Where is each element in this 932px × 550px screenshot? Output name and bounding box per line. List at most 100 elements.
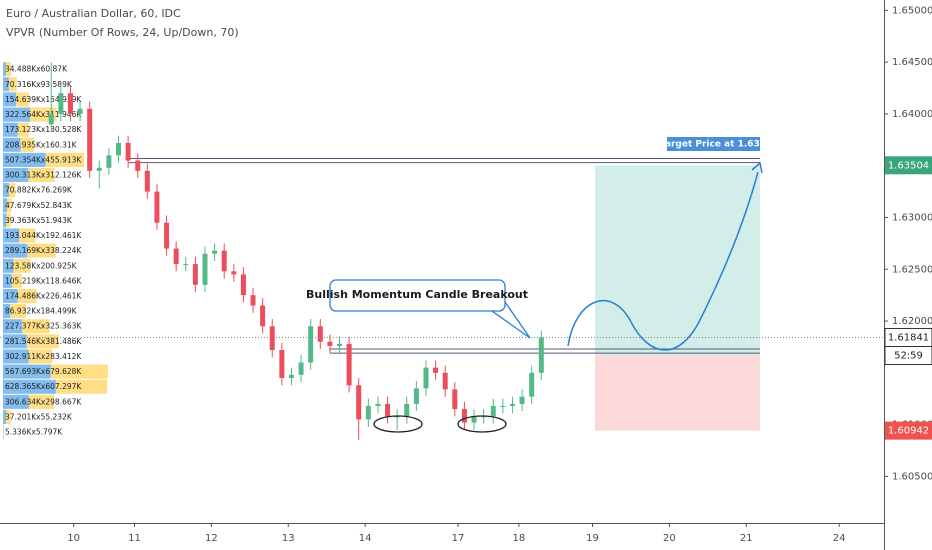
candle-body xyxy=(433,367,439,373)
candle-body xyxy=(135,160,141,171)
loss-zone xyxy=(595,355,760,431)
candle-body xyxy=(279,350,285,379)
y-tick-label: 1.64000 xyxy=(892,109,932,120)
x-tick-label: 13 xyxy=(282,533,295,544)
candle-body xyxy=(77,108,83,114)
profile-up-bar xyxy=(3,288,18,304)
profile-down-bar xyxy=(28,167,55,183)
profile-label: 289.169Kx338.224K xyxy=(5,246,82,255)
profile-up-bar xyxy=(3,122,18,137)
candle-body xyxy=(173,248,179,265)
profile-label: 208.935Kx160.31K xyxy=(5,140,78,149)
candle-body xyxy=(519,396,525,404)
profile-up-bar xyxy=(3,152,46,167)
profile-down-bar xyxy=(28,349,53,364)
target-label: Target Price at 1.635 xyxy=(660,140,766,150)
profile-label: 322.564Kx311.946K xyxy=(5,110,82,119)
profile-up-bar xyxy=(3,379,56,394)
profile-down-bar xyxy=(17,122,29,137)
profile-down-bar xyxy=(55,379,108,394)
x-tick-label: 21 xyxy=(740,533,753,544)
profile-label: 173.123Kx130.528K xyxy=(5,125,82,134)
x-tick-label: 19 xyxy=(586,533,599,544)
candle-body xyxy=(461,409,467,423)
candle-body xyxy=(231,271,237,275)
candle-body xyxy=(442,372,448,390)
profile-label: 34.488Kx60.87K xyxy=(5,65,68,74)
profile-label: 37.201Kx55.232K xyxy=(5,412,73,421)
position-box xyxy=(595,165,760,431)
candle-body xyxy=(221,250,227,272)
profit-zone xyxy=(595,165,760,356)
profile-down-bar xyxy=(22,319,50,334)
profile-label: 628.365Kx607.297K xyxy=(5,382,82,391)
plot xyxy=(0,62,884,441)
profile-down-bar xyxy=(8,77,17,92)
profile-down-bar xyxy=(20,137,35,152)
projection-arrow xyxy=(751,161,763,174)
y-tick-label: 1.62000 xyxy=(892,316,932,327)
candle-body xyxy=(317,326,323,342)
profile-label: 5.336Kx5.797K xyxy=(5,428,63,437)
profile-label: 507.354Kx455.913K xyxy=(5,155,82,164)
profile-down-bar xyxy=(13,258,31,273)
price-tag xyxy=(885,421,932,440)
candle-body xyxy=(538,337,544,373)
pattern-ellipse xyxy=(373,415,423,433)
candle-body xyxy=(385,403,391,417)
profile-up-bar xyxy=(3,107,31,122)
x-tick-label: 12 xyxy=(205,533,218,544)
y-tick-label: 1.65000 xyxy=(892,5,932,16)
y-tick-label: 1.62500 xyxy=(892,264,932,275)
price-tag-label: 1.60942 xyxy=(888,426,929,437)
candle-body xyxy=(500,405,506,407)
candle-body xyxy=(192,264,198,285)
profile-up-bar xyxy=(3,258,14,273)
x-tick-label: 11 xyxy=(128,533,141,544)
price-tag xyxy=(885,156,932,175)
y-tick-label: 1.63000 xyxy=(892,212,932,223)
candle-body xyxy=(260,305,266,327)
profile-down-bar xyxy=(10,304,26,319)
profile-label: 567.693Kx679.628K xyxy=(5,367,82,376)
profile-up-bar xyxy=(3,213,7,228)
candle-body xyxy=(183,264,189,266)
profile-down-bar xyxy=(8,183,16,198)
profile-down-bar xyxy=(45,152,85,167)
candle-body xyxy=(96,167,102,171)
callout-box xyxy=(329,279,506,312)
chart-subtitle: VPVR (Number Of Rows, 24, Up/Down, 70) xyxy=(6,26,239,39)
profile-down-bar xyxy=(28,394,54,409)
profile-up-bar xyxy=(3,304,11,319)
x-tick-label: 18 xyxy=(513,533,526,544)
profile-label: 105.219Kx118.646K xyxy=(5,276,82,285)
candle-body xyxy=(490,405,496,417)
profile-down-bar xyxy=(11,273,22,288)
candle-body xyxy=(67,93,73,114)
candle-body xyxy=(87,108,93,171)
profile-up-bar xyxy=(3,409,7,425)
candle-body xyxy=(288,374,294,379)
candle-body xyxy=(125,142,131,161)
candle-body xyxy=(365,405,371,420)
candle-body xyxy=(48,113,54,125)
candle-body xyxy=(327,341,333,346)
candle-body xyxy=(298,362,304,375)
x-tick-label: 20 xyxy=(663,533,676,544)
x-tick-label: 14 xyxy=(359,533,372,544)
profile-up-bar xyxy=(3,349,29,364)
candle-body xyxy=(529,372,535,397)
profile-down-bar xyxy=(26,334,59,349)
profile-down-bar xyxy=(17,288,37,304)
volume-profile: 34.488Kx60.87K 70.316Kx93.589K 154.639Kx15… xyxy=(3,62,108,440)
price-tag-label: 1.63504 xyxy=(888,160,929,171)
candle-body xyxy=(423,367,429,389)
pattern-ellipse xyxy=(457,415,507,433)
profile-label: 227.377Kx325.363K xyxy=(5,322,82,331)
candle-body xyxy=(154,191,160,223)
profile-up-bar xyxy=(3,92,17,107)
profile-up-bar xyxy=(3,364,51,379)
